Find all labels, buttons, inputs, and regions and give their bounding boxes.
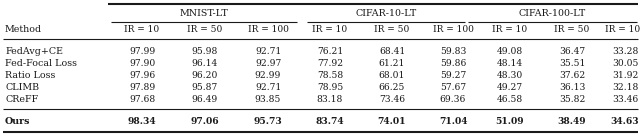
Text: 97.96: 97.96	[129, 71, 155, 80]
Text: 34.63: 34.63	[611, 116, 639, 125]
Text: 59.86: 59.86	[440, 59, 466, 67]
Text: 76.21: 76.21	[317, 46, 343, 55]
Text: 83.74: 83.74	[316, 116, 344, 125]
Text: IR = 50: IR = 50	[188, 25, 223, 34]
Text: MNIST-LT: MNIST-LT	[180, 9, 228, 18]
Text: 92.71: 92.71	[255, 46, 281, 55]
Text: IR = 10: IR = 10	[492, 25, 527, 34]
Text: 68.01: 68.01	[379, 71, 405, 80]
Text: CReFF: CReFF	[5, 94, 38, 103]
Text: 49.27: 49.27	[497, 82, 523, 92]
Text: 95.98: 95.98	[192, 46, 218, 55]
Text: 78.58: 78.58	[317, 71, 343, 80]
Text: Method: Method	[5, 25, 42, 34]
Text: 68.41: 68.41	[379, 46, 405, 55]
Text: 97.68: 97.68	[129, 94, 155, 103]
Text: 49.08: 49.08	[497, 46, 523, 55]
Text: 31.92: 31.92	[612, 71, 638, 80]
Text: 38.49: 38.49	[557, 116, 586, 125]
Text: 93.85: 93.85	[255, 94, 281, 103]
Text: 66.25: 66.25	[379, 82, 405, 92]
Text: 96.14: 96.14	[192, 59, 218, 67]
Text: 78.95: 78.95	[317, 82, 343, 92]
Text: FedAvg+CE: FedAvg+CE	[5, 46, 63, 55]
Text: 36.47: 36.47	[559, 46, 585, 55]
Text: IR = 100: IR = 100	[248, 25, 289, 34]
Text: 35.51: 35.51	[559, 59, 585, 67]
Text: 59.83: 59.83	[440, 46, 466, 55]
Text: IR = 100: IR = 100	[605, 25, 640, 34]
Text: IR = 50: IR = 50	[554, 25, 589, 34]
Text: 71.04: 71.04	[439, 116, 467, 125]
Text: CIFAR-100-LT: CIFAR-100-LT	[518, 9, 586, 18]
Text: 30.05: 30.05	[612, 59, 638, 67]
Text: 35.82: 35.82	[559, 94, 585, 103]
Text: 73.46: 73.46	[379, 94, 405, 103]
Text: 92.99: 92.99	[255, 71, 281, 80]
Text: IR = 100: IR = 100	[433, 25, 474, 34]
Text: 36.13: 36.13	[559, 82, 585, 92]
Text: 48.30: 48.30	[497, 71, 523, 80]
Text: 46.58: 46.58	[497, 94, 523, 103]
Text: 37.62: 37.62	[559, 71, 585, 80]
Text: IR = 50: IR = 50	[374, 25, 410, 34]
Text: 97.06: 97.06	[191, 116, 220, 125]
Text: Ratio Loss: Ratio Loss	[5, 71, 56, 80]
Text: 61.21: 61.21	[379, 59, 405, 67]
Text: 95.73: 95.73	[253, 116, 282, 125]
Text: 33.46: 33.46	[612, 94, 638, 103]
Text: 33.28: 33.28	[612, 46, 638, 55]
Text: 92.71: 92.71	[255, 82, 281, 92]
Text: 97.99: 97.99	[129, 46, 155, 55]
Text: Ours: Ours	[5, 116, 31, 125]
Text: 95.87: 95.87	[192, 82, 218, 92]
Text: 74.01: 74.01	[378, 116, 406, 125]
Text: 77.92: 77.92	[317, 59, 343, 67]
Text: 59.27: 59.27	[440, 71, 466, 80]
Text: IR = 10: IR = 10	[124, 25, 159, 34]
Text: 51.09: 51.09	[496, 116, 524, 125]
Text: 32.18: 32.18	[612, 82, 638, 92]
Text: 92.97: 92.97	[255, 59, 281, 67]
Text: 57.67: 57.67	[440, 82, 466, 92]
Text: Fed-Focal Loss: Fed-Focal Loss	[5, 59, 77, 67]
Text: 96.49: 96.49	[192, 94, 218, 103]
Text: CLIMB: CLIMB	[5, 82, 39, 92]
Text: 48.14: 48.14	[497, 59, 523, 67]
Text: 97.89: 97.89	[129, 82, 155, 92]
Text: CIFAR-10-LT: CIFAR-10-LT	[355, 9, 417, 18]
Text: IR = 10: IR = 10	[312, 25, 348, 34]
Text: 96.20: 96.20	[192, 71, 218, 80]
Text: 98.34: 98.34	[128, 116, 156, 125]
Text: 97.90: 97.90	[129, 59, 155, 67]
Text: 83.18: 83.18	[317, 94, 343, 103]
Text: 69.36: 69.36	[440, 94, 466, 103]
